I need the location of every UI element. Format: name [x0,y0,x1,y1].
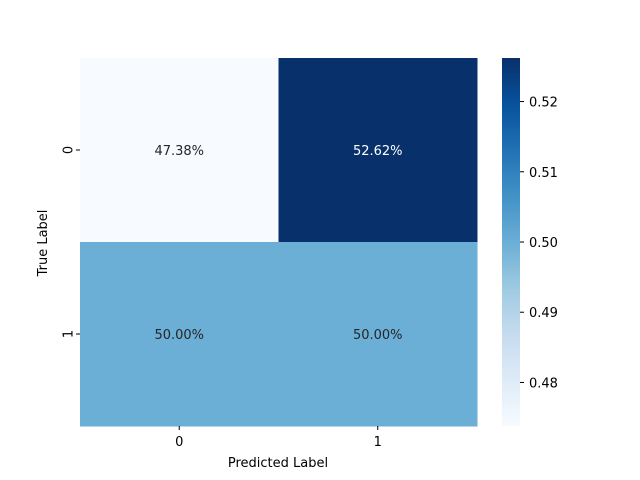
cell-annotation-0-0: 47.38% [154,144,204,159]
heatmap-cell-0-0 [80,58,279,243]
heatmap-cell-0-1 [278,58,478,243]
y-axis-title: True Label [36,210,51,278]
colorbar-tick-label-0: 0.48 [529,376,558,391]
x-axis-title: Predicted Label [228,456,328,471]
x-tick-label-0: 0 [175,435,183,450]
heatmap-cell-1-1 [278,242,478,427]
cell-annotation-1-0: 50.00% [154,328,204,343]
y-tick-label-1: 1 [62,330,77,338]
colorbar-tick-label-1: 0.49 [529,306,558,321]
y-axis-ticks: 01 [62,146,80,338]
x-tick-label-1: 1 [374,435,382,450]
cell-annotation-0-1: 52.62% [353,144,403,159]
colorbar [502,58,520,426]
y-tick-label-0: 0 [62,146,77,154]
colorbar-ticks: 0.48 0.49 0.50 0.51 0.52 [520,96,558,391]
cell-annotation-1-1: 50.00% [353,328,403,343]
heatmap-cells [80,58,478,427]
heatmap-cell-1-0 [80,242,279,427]
colorbar-tick-label-4: 0.52 [529,96,558,111]
heatmap-cell-labels: 47.38% 52.62% 50.00% 50.00% [154,144,402,343]
colorbar-tick-label-3: 0.51 [529,166,558,181]
colorbar-tick-label-2: 0.50 [529,236,558,251]
